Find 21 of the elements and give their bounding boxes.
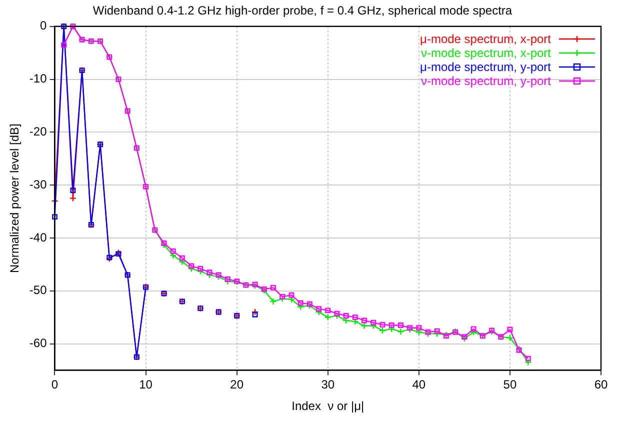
legend-label: μ-mode spectrum, x-port [420, 32, 551, 46]
legend-label: ν-mode spectrum, x-port [420, 46, 551, 60]
legend-label: ν-mode spectrum, y-port [420, 74, 551, 88]
legend-label: μ-mode spectrum, y-port [420, 60, 551, 74]
y-axis-title: Normalized power level [dB] [8, 124, 22, 274]
y-tick-label: -50 [29, 283, 48, 298]
x-tick-label: 10 [139, 378, 153, 392]
chart-title: Widenband 0.4-1.2 GHz high-order probe, f = 0.4 GHz, spherical mode spectra [92, 4, 512, 18]
x-axis-title: Index ν or |μ| [292, 399, 364, 414]
x-tick-label: 50 [503, 378, 517, 392]
x-tick-label: 20 [230, 378, 244, 392]
y-tick-label: -60 [29, 336, 48, 350]
x-tick-label: 40 [412, 378, 426, 392]
y-tick-label: -20 [29, 124, 48, 138]
y-tick-label: -30 [29, 177, 48, 192]
y-tick-label: -10 [29, 72, 48, 86]
y-tick-label: -40 [29, 230, 48, 244]
y-tick-label: 0 [40, 18, 48, 33]
x-tick-label: 60 [594, 378, 608, 392]
x-tick-label: 0 [51, 378, 58, 392]
x-tick-label: 30 [321, 378, 335, 392]
